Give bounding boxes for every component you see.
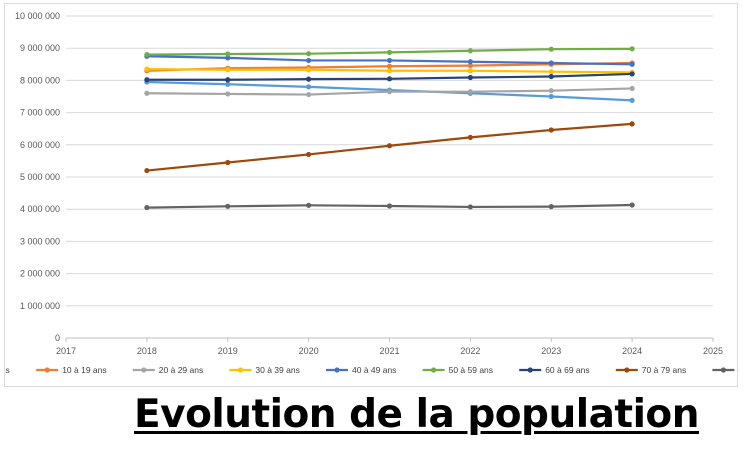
- data-point: [467, 68, 473, 74]
- data-point: [467, 134, 473, 140]
- data-point: [629, 61, 635, 67]
- data-point: [629, 97, 635, 103]
- data-point: [548, 88, 554, 94]
- data-point: [386, 203, 393, 209]
- x-tick-label: 2020: [299, 346, 319, 356]
- data-point: [548, 60, 554, 66]
- data-point: [386, 57, 393, 64]
- data-point: [386, 76, 393, 82]
- y-tick-label: 6 000 000: [20, 140, 60, 150]
- data-point: [306, 67, 312, 73]
- data-point: [225, 55, 231, 61]
- legend-marker-icon: [141, 367, 147, 373]
- y-tick-label: 4 000 000: [20, 204, 60, 214]
- data-point: [225, 51, 231, 57]
- x-tick-label: 2019: [218, 346, 238, 356]
- data-point: [144, 77, 150, 83]
- data-point: [467, 59, 473, 65]
- legend-item-label: + 80 ans: [738, 365, 739, 375]
- data-point: [548, 73, 554, 80]
- legend: 0 à 9 ans 10 à 19 ans 20 à 29 ans 30 à 39 a…: [5, 365, 739, 375]
- data-point: [629, 71, 635, 77]
- data-point: [225, 203, 231, 209]
- legend-marker-icon: [624, 367, 630, 373]
- x-tick-label: 2024: [622, 346, 642, 356]
- y-tick-label: 8 000 000: [20, 75, 60, 85]
- legend-marker-icon: [334, 367, 340, 373]
- data-point: [225, 91, 231, 97]
- data-point: [386, 68, 393, 74]
- axes: 0 1 000 000 2 000 000 3 000 000 4 000 000 5 0…: [15, 11, 723, 356]
- line-chart: 0 1 000 000 2 000 000 3 000 000 4 000 000 5 0…: [5, 11, 739, 375]
- data-point: [386, 89, 393, 95]
- x-tick-label: 2023: [541, 346, 561, 356]
- data-point: [306, 151, 312, 158]
- data-point: [548, 127, 554, 133]
- data-point: [548, 93, 554, 100]
- data-point: [225, 81, 231, 87]
- data-point: [306, 57, 312, 64]
- data-point: [467, 62, 473, 69]
- data-point: [144, 204, 150, 211]
- chart-area: 0 1 000 000 2 000 000 3 000 000 4 000 000 5 0…: [4, 3, 739, 387]
- data-point: [144, 52, 150, 58]
- data-point: [144, 90, 150, 96]
- data-point: [548, 46, 554, 52]
- x-tick-label: 2017: [56, 346, 76, 356]
- data-point: [306, 202, 312, 208]
- data-point: [225, 67, 231, 73]
- y-tick-label: 0: [55, 333, 60, 343]
- data-point: [467, 48, 473, 54]
- data-point: [629, 121, 635, 127]
- x-tick-label: 2022: [460, 346, 480, 356]
- y-tick-label: 7 000 000: [20, 108, 60, 118]
- legend-marker-icon: [237, 367, 243, 373]
- data-point: [467, 74, 473, 81]
- legend-item-label: 0 à 9 ans: [5, 365, 10, 375]
- legend-item-label: 40 à 49 ans: [352, 365, 396, 375]
- legend-item-label: 30 à 39 ans: [255, 365, 299, 375]
- data-point: [225, 159, 231, 166]
- data-point: [225, 77, 231, 83]
- y-tick-label: 1 000 000: [20, 301, 60, 311]
- data-point: [467, 204, 473, 210]
- y-tick-label: 10 000 000: [15, 11, 60, 21]
- data-point: [306, 84, 312, 90]
- legend-marker-icon: [44, 367, 50, 373]
- y-tick-label: 3 000 000: [20, 236, 60, 246]
- series-lines: [144, 46, 635, 211]
- data-point: [629, 202, 635, 208]
- data-point: [386, 49, 393, 55]
- legend-item-label: 70 à 79 ans: [642, 365, 686, 375]
- data-point: [548, 69, 554, 75]
- data-point: [306, 51, 312, 57]
- data-point: [629, 85, 635, 92]
- x-tick-label: 2021: [379, 346, 399, 356]
- legend-marker-icon: [720, 367, 727, 373]
- legend-item-label: 50 à 59 ans: [449, 365, 493, 375]
- data-point: [467, 89, 473, 95]
- y-tick-label: 2 000 000: [20, 269, 60, 279]
- data-point: [144, 66, 150, 72]
- data-point: [548, 204, 554, 210]
- legend-item-label: 60 à 69 ans: [545, 365, 589, 375]
- data-point: [629, 46, 635, 52]
- page-caption: Evolution de la population: [134, 392, 700, 437]
- legend-marker-icon: [527, 367, 533, 373]
- data-point: [386, 63, 393, 69]
- data-point: [306, 91, 312, 98]
- y-tick-label: 5 000 000: [20, 172, 60, 182]
- caption-container: Evolution de la population: [0, 392, 747, 437]
- data-point: [306, 76, 312, 82]
- y-tick-label: 9 000 000: [20, 43, 60, 53]
- x-tick-label: 2025: [703, 346, 723, 356]
- data-point: [144, 167, 150, 174]
- legend-item-label: 20 à 29 ans: [159, 365, 203, 375]
- x-tick-label: 2018: [137, 346, 157, 356]
- data-point: [386, 143, 393, 149]
- legend-item-label: 10 à 19 ans: [62, 365, 106, 375]
- legend-marker-icon: [431, 367, 437, 373]
